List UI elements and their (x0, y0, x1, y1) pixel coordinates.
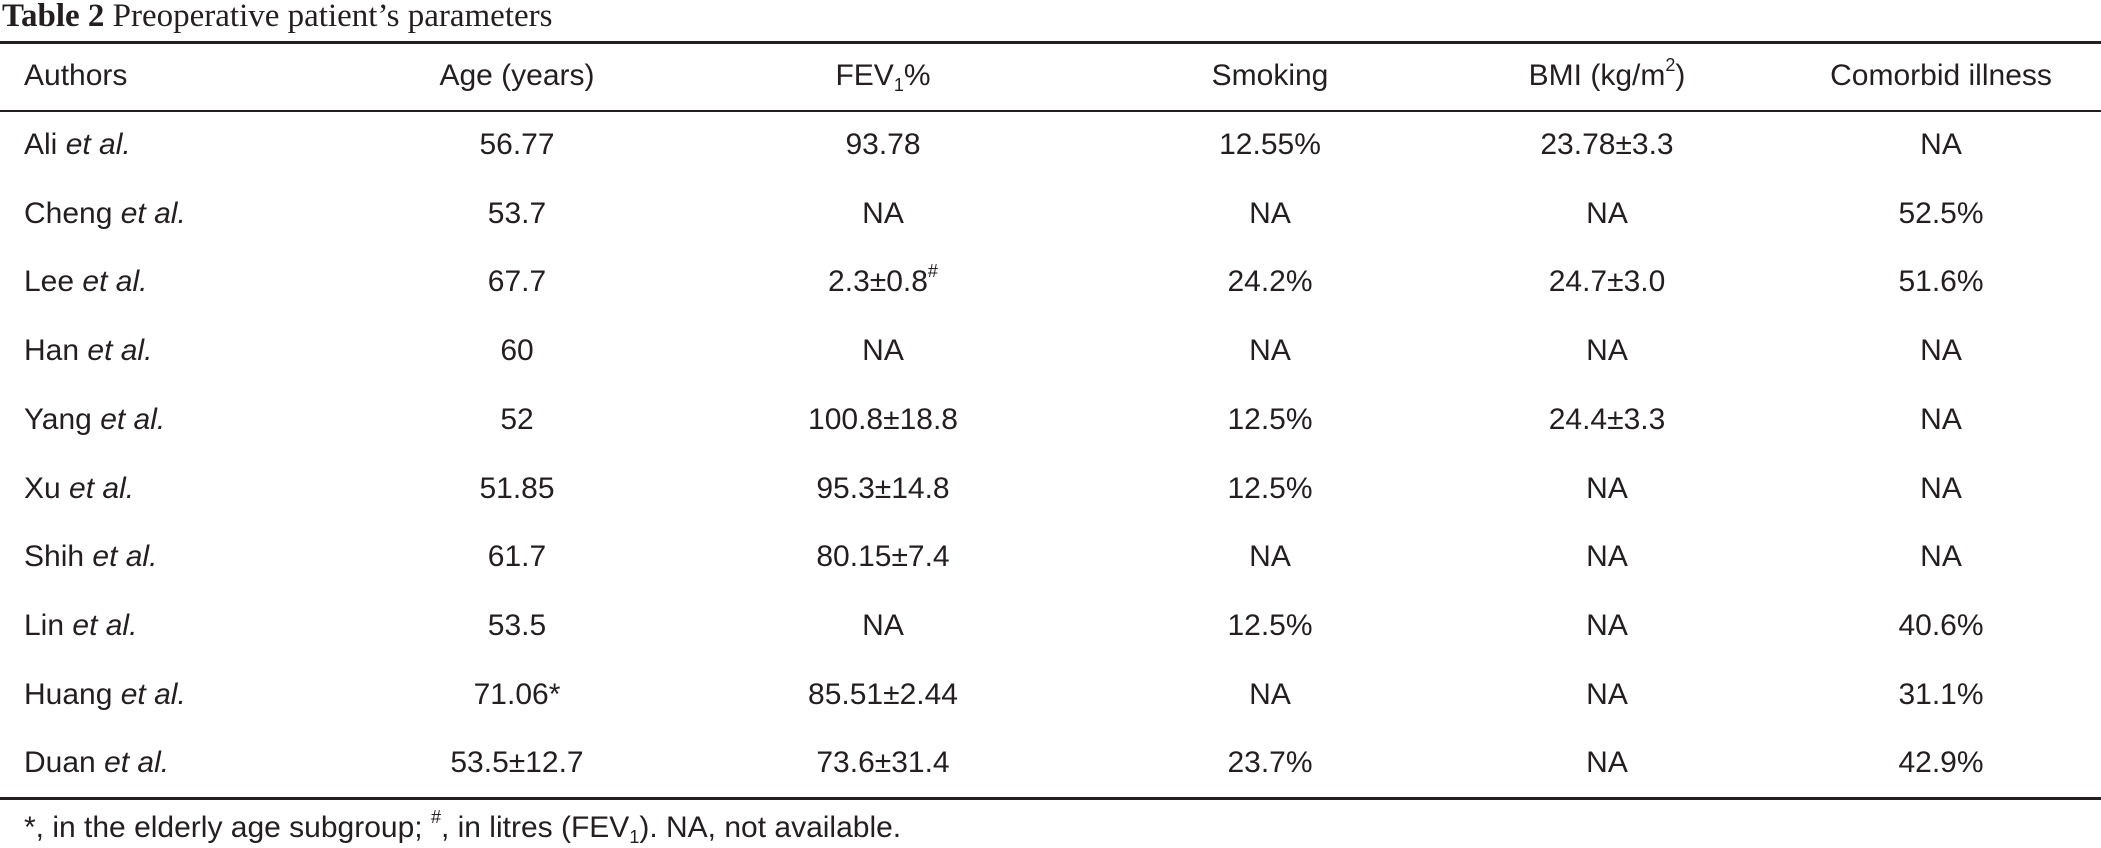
cell-age: 53.5 (487, 609, 547, 642)
cell-author: Huang et al. (24, 678, 186, 711)
cell-smoking: NA (1249, 334, 1291, 367)
header-fev: FEV1% (835, 59, 931, 95)
cell-age: 51.85 (479, 472, 555, 505)
cell-author: Xu et al. (24, 472, 135, 505)
cell-fev: 2.3±0.8# (828, 261, 938, 298)
cell-smoking: 12.5% (1227, 472, 1313, 505)
cell-age: 53.7 (487, 197, 547, 230)
cell-bmi: NA (1586, 678, 1628, 711)
bottom-rule (0, 797, 2101, 800)
cell-comorbid: NA (1920, 472, 1962, 505)
cell-fev: 93.78 (845, 128, 921, 161)
cell-age: 71.06* (473, 678, 561, 711)
cell-fev: NA (862, 334, 904, 367)
cell-bmi: NA (1586, 197, 1628, 230)
cell-bmi: NA (1586, 472, 1628, 505)
cell-fev: NA (862, 609, 904, 642)
cell-comorbid: NA (1920, 334, 1962, 367)
cell-age: 53.5±12.7 (450, 746, 584, 779)
cell-bmi: 24.4±3.3 (1548, 403, 1666, 436)
cell-fev: 85.51±2.44 (808, 678, 958, 711)
cell-fev: 80.15±7.4 (816, 540, 950, 573)
table-caption: Table 2 Preoperative patient’s parameter… (2, 0, 552, 34)
cell-smoking: 12.55% (1219, 128, 1321, 161)
cell-age: 61.7 (487, 540, 547, 573)
cell-smoking: 24.2% (1227, 265, 1313, 298)
cell-age: 56.77 (479, 128, 555, 161)
cell-fev: 95.3±14.8 (816, 472, 950, 505)
cell-age: 60 (500, 334, 534, 367)
cell-age: 52 (500, 403, 534, 436)
cell-comorbid: NA (1920, 540, 1962, 573)
header-rule (0, 110, 2101, 112)
cell-fev: NA (862, 197, 904, 230)
header-smoking: Smoking (1211, 59, 1329, 92)
cell-author: Lee et al. (24, 265, 148, 298)
cell-bmi: NA (1586, 609, 1628, 642)
cell-comorbid: 51.6% (1898, 265, 1984, 298)
cell-comorbid: NA (1920, 128, 1962, 161)
cell-author: Han et al. (24, 334, 153, 367)
cell-smoking: 12.5% (1227, 609, 1313, 642)
cell-author: Shih et al. (24, 540, 158, 573)
cell-smoking: NA (1249, 197, 1291, 230)
cell-author: Ali et al. (24, 128, 131, 161)
caption-text: Preoperative patient’s parameters (112, 0, 553, 34)
header-comorbid: Comorbid illness (1830, 59, 2052, 92)
cell-bmi: NA (1586, 540, 1628, 573)
cell-fev: 73.6±31.4 (816, 746, 950, 779)
cell-comorbid: NA (1920, 403, 1962, 436)
cell-smoking: 12.5% (1227, 403, 1313, 436)
cell-smoking: 23.7% (1227, 746, 1313, 779)
cell-comorbid: 31.1% (1898, 678, 1984, 711)
cell-author: Cheng et al. (24, 197, 186, 230)
cell-comorbid: 52.5% (1898, 197, 1984, 230)
cell-fev: 100.8±18.8 (808, 403, 958, 436)
cell-author: Yang et al. (24, 403, 166, 436)
cell-smoking: NA (1249, 678, 1291, 711)
header-bmi: BMI (kg/m2) (1528, 55, 1686, 92)
cell-bmi: NA (1586, 334, 1628, 367)
header-authors: Authors (24, 59, 128, 92)
cell-comorbid: 42.9% (1898, 746, 1984, 779)
header-age: Age (years) (439, 59, 595, 92)
cell-bmi: 23.78±3.3 (1540, 128, 1674, 161)
caption-label: Table 2 (2, 0, 105, 34)
cell-bmi: NA (1586, 746, 1628, 779)
cell-comorbid: 40.6% (1898, 609, 1984, 642)
cell-age: 67.7 (487, 265, 547, 298)
table-footnote: *, in the elderly age subgroup; #, in li… (24, 807, 902, 847)
cell-author: Duan et al. (24, 746, 170, 779)
cell-bmi: 24.7±3.0 (1548, 265, 1666, 298)
top-rule (0, 41, 2101, 44)
cell-author: Lin et al. (24, 609, 138, 642)
cell-smoking: NA (1249, 540, 1291, 573)
